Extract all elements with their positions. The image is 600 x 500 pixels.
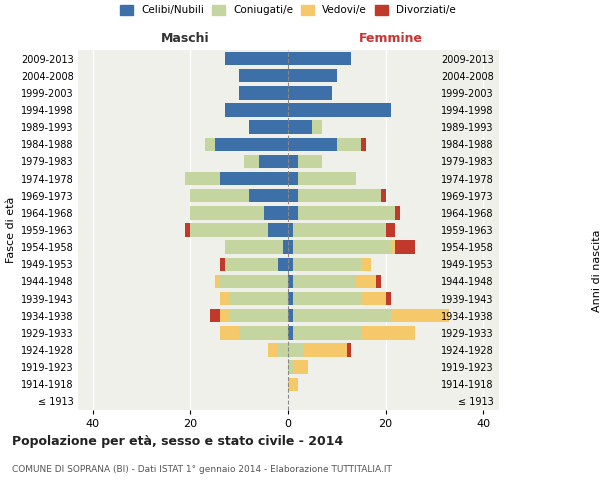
Bar <box>224 258 278 271</box>
Bar <box>347 344 352 356</box>
Bar <box>288 86 332 100</box>
Bar <box>244 154 259 168</box>
Bar <box>293 274 356 288</box>
Bar <box>381 189 386 202</box>
Bar <box>215 138 288 151</box>
Bar <box>249 189 288 202</box>
Text: Anni di nascita: Anni di nascita <box>592 230 600 312</box>
Bar <box>288 206 298 220</box>
Bar <box>361 292 386 306</box>
Bar <box>298 154 322 168</box>
Text: COMUNE DI SOPRANA (BI) - Dati ISTAT 1° gennaio 2014 - Elaborazione TUTTITALIA.IT: COMUNE DI SOPRANA (BI) - Dati ISTAT 1° g… <box>12 465 392 474</box>
Bar <box>210 309 220 322</box>
Bar <box>293 326 361 340</box>
Bar <box>288 309 293 322</box>
Bar <box>239 86 288 100</box>
Bar <box>190 206 263 220</box>
Bar <box>395 206 400 220</box>
Y-axis label: Fasce di età: Fasce di età <box>5 197 16 263</box>
Bar <box>229 309 288 322</box>
Legend: Celibi/Nubili, Coniugati/e, Vedovi/e, Divorziati/e: Celibi/Nubili, Coniugati/e, Vedovi/e, Di… <box>120 5 456 15</box>
Bar <box>185 172 220 186</box>
Bar <box>239 326 288 340</box>
Bar <box>278 258 288 271</box>
Bar <box>288 138 337 151</box>
Bar <box>361 138 366 151</box>
Bar <box>293 258 361 271</box>
Bar <box>278 344 288 356</box>
Bar <box>298 189 381 202</box>
Bar <box>224 240 283 254</box>
Bar <box>361 326 415 340</box>
Bar <box>391 309 449 322</box>
Bar <box>386 292 391 306</box>
Bar <box>337 138 361 151</box>
Bar <box>220 172 288 186</box>
Bar <box>293 240 391 254</box>
Bar <box>288 104 391 117</box>
Bar <box>288 52 352 66</box>
Bar <box>185 224 190 236</box>
Bar <box>288 360 293 374</box>
Text: Maschi: Maschi <box>161 32 210 45</box>
Bar <box>386 224 395 236</box>
Bar <box>288 258 293 271</box>
Bar <box>293 309 391 322</box>
Bar <box>288 326 293 340</box>
Bar <box>298 172 356 186</box>
Bar <box>190 189 249 202</box>
Bar <box>259 154 288 168</box>
Bar <box>293 292 361 306</box>
Bar <box>288 154 298 168</box>
Bar <box>293 360 308 374</box>
Bar <box>288 240 293 254</box>
Bar <box>229 292 288 306</box>
Bar <box>298 206 395 220</box>
Bar <box>288 378 298 391</box>
Bar <box>224 104 288 117</box>
Bar <box>220 292 229 306</box>
Bar <box>391 240 395 254</box>
Bar <box>288 224 293 236</box>
Bar <box>220 274 288 288</box>
Bar <box>356 274 376 288</box>
Bar <box>249 120 288 134</box>
Bar <box>288 120 313 134</box>
Bar <box>288 69 337 82</box>
Bar <box>263 206 288 220</box>
Bar <box>205 138 215 151</box>
Bar <box>239 69 288 82</box>
Bar <box>224 52 288 66</box>
Bar <box>288 172 298 186</box>
Bar <box>220 326 239 340</box>
Bar <box>283 240 288 254</box>
Bar <box>313 120 322 134</box>
Bar <box>288 189 298 202</box>
Bar <box>376 274 381 288</box>
Text: Femmine: Femmine <box>359 32 422 45</box>
Bar <box>288 292 293 306</box>
Text: Popolazione per età, sesso e stato civile - 2014: Popolazione per età, sesso e stato civil… <box>12 435 343 448</box>
Bar <box>268 224 288 236</box>
Bar <box>220 309 229 322</box>
Bar <box>293 224 386 236</box>
Bar <box>215 274 220 288</box>
Bar <box>268 344 278 356</box>
Bar <box>395 240 415 254</box>
Bar <box>190 224 268 236</box>
Bar <box>302 344 347 356</box>
Bar <box>288 274 293 288</box>
Bar <box>220 258 224 271</box>
Bar <box>361 258 371 271</box>
Bar <box>288 344 302 356</box>
